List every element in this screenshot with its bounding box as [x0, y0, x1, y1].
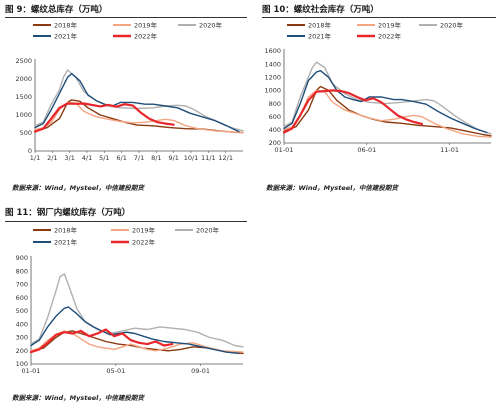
title-rule-fig11: [5, 221, 247, 222]
chart-fig10-social-inventory: 200 400 600 800 1000 1200 1400 1600 01-01 06-01 11…: [264, 20, 492, 154]
legend-label-2020: 2020年: [196, 225, 220, 234]
chart-title-fig11: 图 11：钢厂内螺纹库存（万吨）: [5, 208, 131, 218]
x-tick-label: 05-01: [106, 367, 125, 375]
legend-label-2021: 2021年: [54, 31, 78, 40]
x-tick-label: 6/1: [116, 154, 126, 162]
y-tick-label: 1200: [264, 73, 281, 81]
x-tick-label: 01-01: [22, 367, 41, 375]
x-tick-label: 4/1: [82, 154, 92, 162]
legend-label-2019: 2019年: [132, 225, 156, 234]
series-line-2019: [34, 101, 244, 134]
y-tick-label: 100: [16, 360, 28, 368]
chart-fig9-inventory-total: 0 500 1000 1500 2000 2500 1/1 2/1 3/1 4/1 5/1 6/1 7/…: [15, 20, 244, 162]
y-tick-label: 1000: [264, 87, 281, 95]
y-tick-label: 700: [16, 281, 28, 289]
y-tick-label: 600: [269, 113, 281, 121]
y-tick-label: 400: [16, 320, 28, 328]
legend-label-2018: 2018年: [54, 225, 78, 234]
legend-label-2022: 2022年: [134, 31, 158, 40]
series-line-2021: [34, 72, 240, 133]
legend-label-2022: 2022年: [378, 31, 402, 40]
chart-fig11-mill-inventory: 100 200 300 400 500 600 700 800 900 01-01 05-01 09-…: [16, 225, 244, 375]
legend-label-2020: 2020年: [199, 20, 223, 29]
x-tick-label: 3/1: [64, 154, 74, 162]
source-note-fig11: 数据来源：Wind，Mysteel，中信建投期货: [12, 394, 144, 402]
series-line-2022: [282, 89, 424, 134]
y-tick-label: 400: [269, 126, 281, 134]
y-tick-label: 0: [28, 147, 32, 155]
x-tick-label: 10/1: [184, 154, 199, 162]
x-tick-label: 11-01: [440, 146, 459, 154]
legend-label-2022: 2022年: [132, 237, 156, 246]
series-line-2020: [283, 61, 492, 135]
y-tick-label: 300: [16, 334, 28, 342]
series-line-2022: [29, 328, 174, 354]
x-tick-label: 12/1: [218, 154, 233, 162]
series-line-2022: [33, 102, 175, 133]
source-note-fig10: 数据来源：Wind，Mysteel，中信建投期货: [266, 184, 398, 192]
chart-title-fig10: 图 10：螺纹社会库存（万吨）: [262, 5, 379, 15]
y-tick-label: 1000: [15, 111, 32, 119]
x-tick-label: 01-01: [275, 146, 294, 154]
x-tick-label: 06-01: [357, 146, 376, 154]
legend-label-2020: 2020年: [440, 20, 464, 29]
x-tick-label: 1/1: [30, 154, 40, 162]
x-tick-label: 11/1: [201, 154, 216, 162]
x-tick-label: 7/1: [134, 154, 144, 162]
y-tick-label: 1400: [264, 60, 281, 68]
x-tick-label: 09-01: [191, 367, 210, 375]
title-rule-fig9: [5, 17, 247, 18]
source-note-fig9: 数据来源：Wind，Mysteel，中信建投期货: [12, 184, 144, 192]
y-tick-label: 500: [16, 307, 28, 315]
series-line-2020: [30, 273, 244, 348]
legend-label-2018: 2018年: [308, 20, 332, 29]
y-tick-label: 600: [16, 294, 28, 302]
chart-title-fig9: 图 9：螺纹总库存（万吨）: [5, 5, 108, 15]
series-line-2019: [283, 89, 492, 138]
y-tick-label: 1500: [15, 93, 32, 101]
x-tick-label: 5/1: [99, 154, 109, 162]
y-tick-label: 500: [20, 129, 32, 137]
y-tick-label: 900: [16, 254, 28, 262]
y-tick-label: 800: [16, 267, 28, 275]
series-line-2020: [34, 69, 244, 132]
x-tick-label: 2/1: [47, 154, 57, 162]
legend-label-2019: 2019年: [378, 20, 402, 29]
y-tick-label: 200: [16, 347, 28, 355]
legend-label-2021: 2021年: [54, 237, 78, 246]
legend-label-2021: 2021年: [308, 31, 332, 40]
x-tick-label: 9/1: [168, 154, 178, 162]
legend-label-2019: 2019年: [134, 20, 158, 29]
y-tick-label: 2500: [15, 57, 32, 65]
series-line-2021: [30, 306, 240, 355]
y-tick-label: 800: [269, 100, 281, 108]
y-tick-label: 2000: [15, 75, 32, 83]
y-tick-label: 1600: [264, 47, 281, 55]
y-tick-label: 200: [269, 139, 281, 147]
series-line-2021: [283, 70, 488, 134]
x-tick-label: 8/1: [151, 154, 161, 162]
legend-label-2018: 2018年: [54, 20, 78, 29]
title-rule-fig10: [262, 17, 496, 18]
